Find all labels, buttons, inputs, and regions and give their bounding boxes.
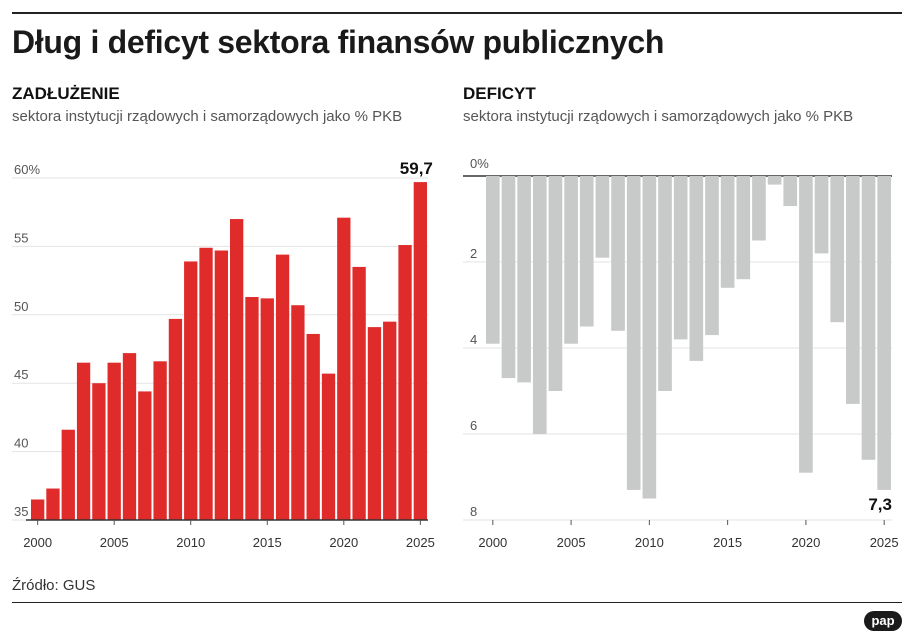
debt-bar-2003	[76, 362, 91, 520]
debt-bar-2009	[168, 318, 183, 520]
deficit-panel-title: DEFICYT	[463, 84, 536, 103]
debt-x-tick-label: 2020	[329, 535, 358, 550]
deficit-bar-2016	[736, 176, 751, 280]
deficit-bar-2011	[658, 176, 672, 391]
debt-bar-2010	[184, 261, 198, 520]
debt-bar-2008	[153, 361, 167, 520]
deficit-x-tick-label: 2000	[478, 535, 507, 550]
deficit-bar-2012	[673, 176, 688, 340]
debt-bar-2015	[260, 298, 274, 520]
debt-bar-2018	[306, 333, 320, 520]
deficit-bar-2014	[705, 176, 719, 336]
deficit-bar-2023	[846, 176, 860, 404]
debt-bar-2025	[413, 182, 427, 520]
page-title: Dług i deficyt sektora finansów publiczn…	[12, 24, 665, 60]
debt-bar-2007	[138, 391, 152, 520]
deficit-panel-subtitle: sektora instytucji rządowych i samorządo…	[463, 108, 854, 125]
debt-panel-subtitle: sektora instytucji rządowych i samorządo…	[12, 108, 403, 125]
debt-y-tick-label: 50	[14, 299, 28, 314]
debt-bar-2024	[398, 245, 412, 521]
deficit-x-tick-label: 2015	[713, 535, 742, 550]
deficit-bar-2021	[814, 176, 829, 254]
deficit-bar-2020	[799, 176, 813, 473]
deficit-bar-2006	[579, 176, 594, 327]
deficit-bar-2018	[767, 176, 782, 185]
deficit-bar-2013	[689, 176, 704, 361]
debt-bar-2023	[383, 321, 397, 520]
debt-chart: 35 40 45 50 55 60% 2000 2005 2010 2015 2020 2025 59,…	[12, 159, 435, 550]
debt-x-tick-label: 2010	[176, 535, 205, 550]
debt-bar-2006	[122, 353, 137, 520]
deficit-bar-2010	[642, 176, 657, 499]
deficit-bar-2008	[611, 176, 625, 331]
deficit-bar-2007	[595, 176, 610, 258]
debt-bar-2014	[245, 297, 259, 520]
debt-bar-2011	[199, 247, 213, 520]
deficit-x-tick-label: 2020	[791, 535, 820, 550]
debt-x-tick-label: 2025	[406, 535, 435, 550]
debt-bar-2022	[367, 327, 382, 520]
debt-bar-2012	[214, 250, 228, 520]
debt-bar-2000	[31, 499, 45, 520]
debt-y-tick-label: 40	[14, 436, 28, 451]
debt-y-tick-label: 45	[14, 367, 28, 382]
deficit-x-tick-label: 2010	[635, 535, 664, 550]
pap-logo: pap	[864, 611, 902, 631]
deficit-bar-2009	[626, 176, 641, 490]
deficit-bar-2001	[501, 176, 516, 379]
deficit-y-tick-label: 8	[470, 504, 477, 519]
deficit-y-tick-label: 0%	[470, 156, 489, 171]
debt-bar-2004	[92, 383, 106, 520]
deficit-bar-2005	[564, 176, 578, 344]
bottom-rule	[12, 602, 902, 603]
deficit-bar-2017	[752, 176, 766, 241]
deficit-bar-2004	[548, 176, 563, 391]
debt-x-tick-label: 2005	[100, 535, 129, 550]
top-rule	[12, 12, 902, 14]
deficit-bar-2024	[861, 176, 876, 460]
debt-panel-title: ZADŁUŻENIE	[12, 84, 120, 103]
debt-y-tick-label: 55	[14, 230, 28, 245]
deficit-x-tick-label: 2025	[870, 535, 899, 550]
debt-bar-2013	[230, 219, 244, 521]
deficit-y-tick-label: 6	[470, 418, 477, 433]
deficit-y-tick-label: 2	[470, 246, 477, 261]
deficit-bar-2022	[830, 176, 845, 323]
deficit-bar-2000	[486, 176, 500, 344]
debt-x-tick-label: 2015	[253, 535, 282, 550]
debt-y-tick-label: 35	[14, 504, 28, 519]
debt-x-tick-label: 2000	[23, 535, 52, 550]
debt-bar-2021	[352, 266, 366, 520]
deficit-y-tick-label: 4	[470, 332, 477, 347]
debt-y-tick-label: 60%	[14, 162, 40, 177]
deficit-chart: 0% 2 4 6 8 2000 2005 2010 2015 2020 2025 7,3	[463, 156, 899, 550]
debt-bar-2002	[61, 429, 75, 520]
deficit-bar-2025	[877, 176, 891, 490]
deficit-x-tick-label: 2005	[557, 535, 586, 550]
deficit-value-label: 7,3	[868, 495, 892, 514]
debt-bar-2020	[337, 217, 351, 520]
debt-bar-2001	[46, 488, 60, 520]
deficit-bar-2015	[720, 176, 735, 288]
debt-bar-2019	[321, 373, 336, 520]
debt-value-label: 59,7	[400, 159, 433, 178]
source-note: Źródło: GUS	[12, 577, 96, 594]
deficit-bar-2019	[783, 176, 798, 207]
debt-bar-2005	[107, 362, 121, 520]
debt-bar-2016	[275, 254, 290, 520]
deficit-bar-2002	[517, 176, 531, 383]
debt-bar-2017	[291, 305, 305, 520]
deficit-bar-2003	[532, 176, 547, 434]
